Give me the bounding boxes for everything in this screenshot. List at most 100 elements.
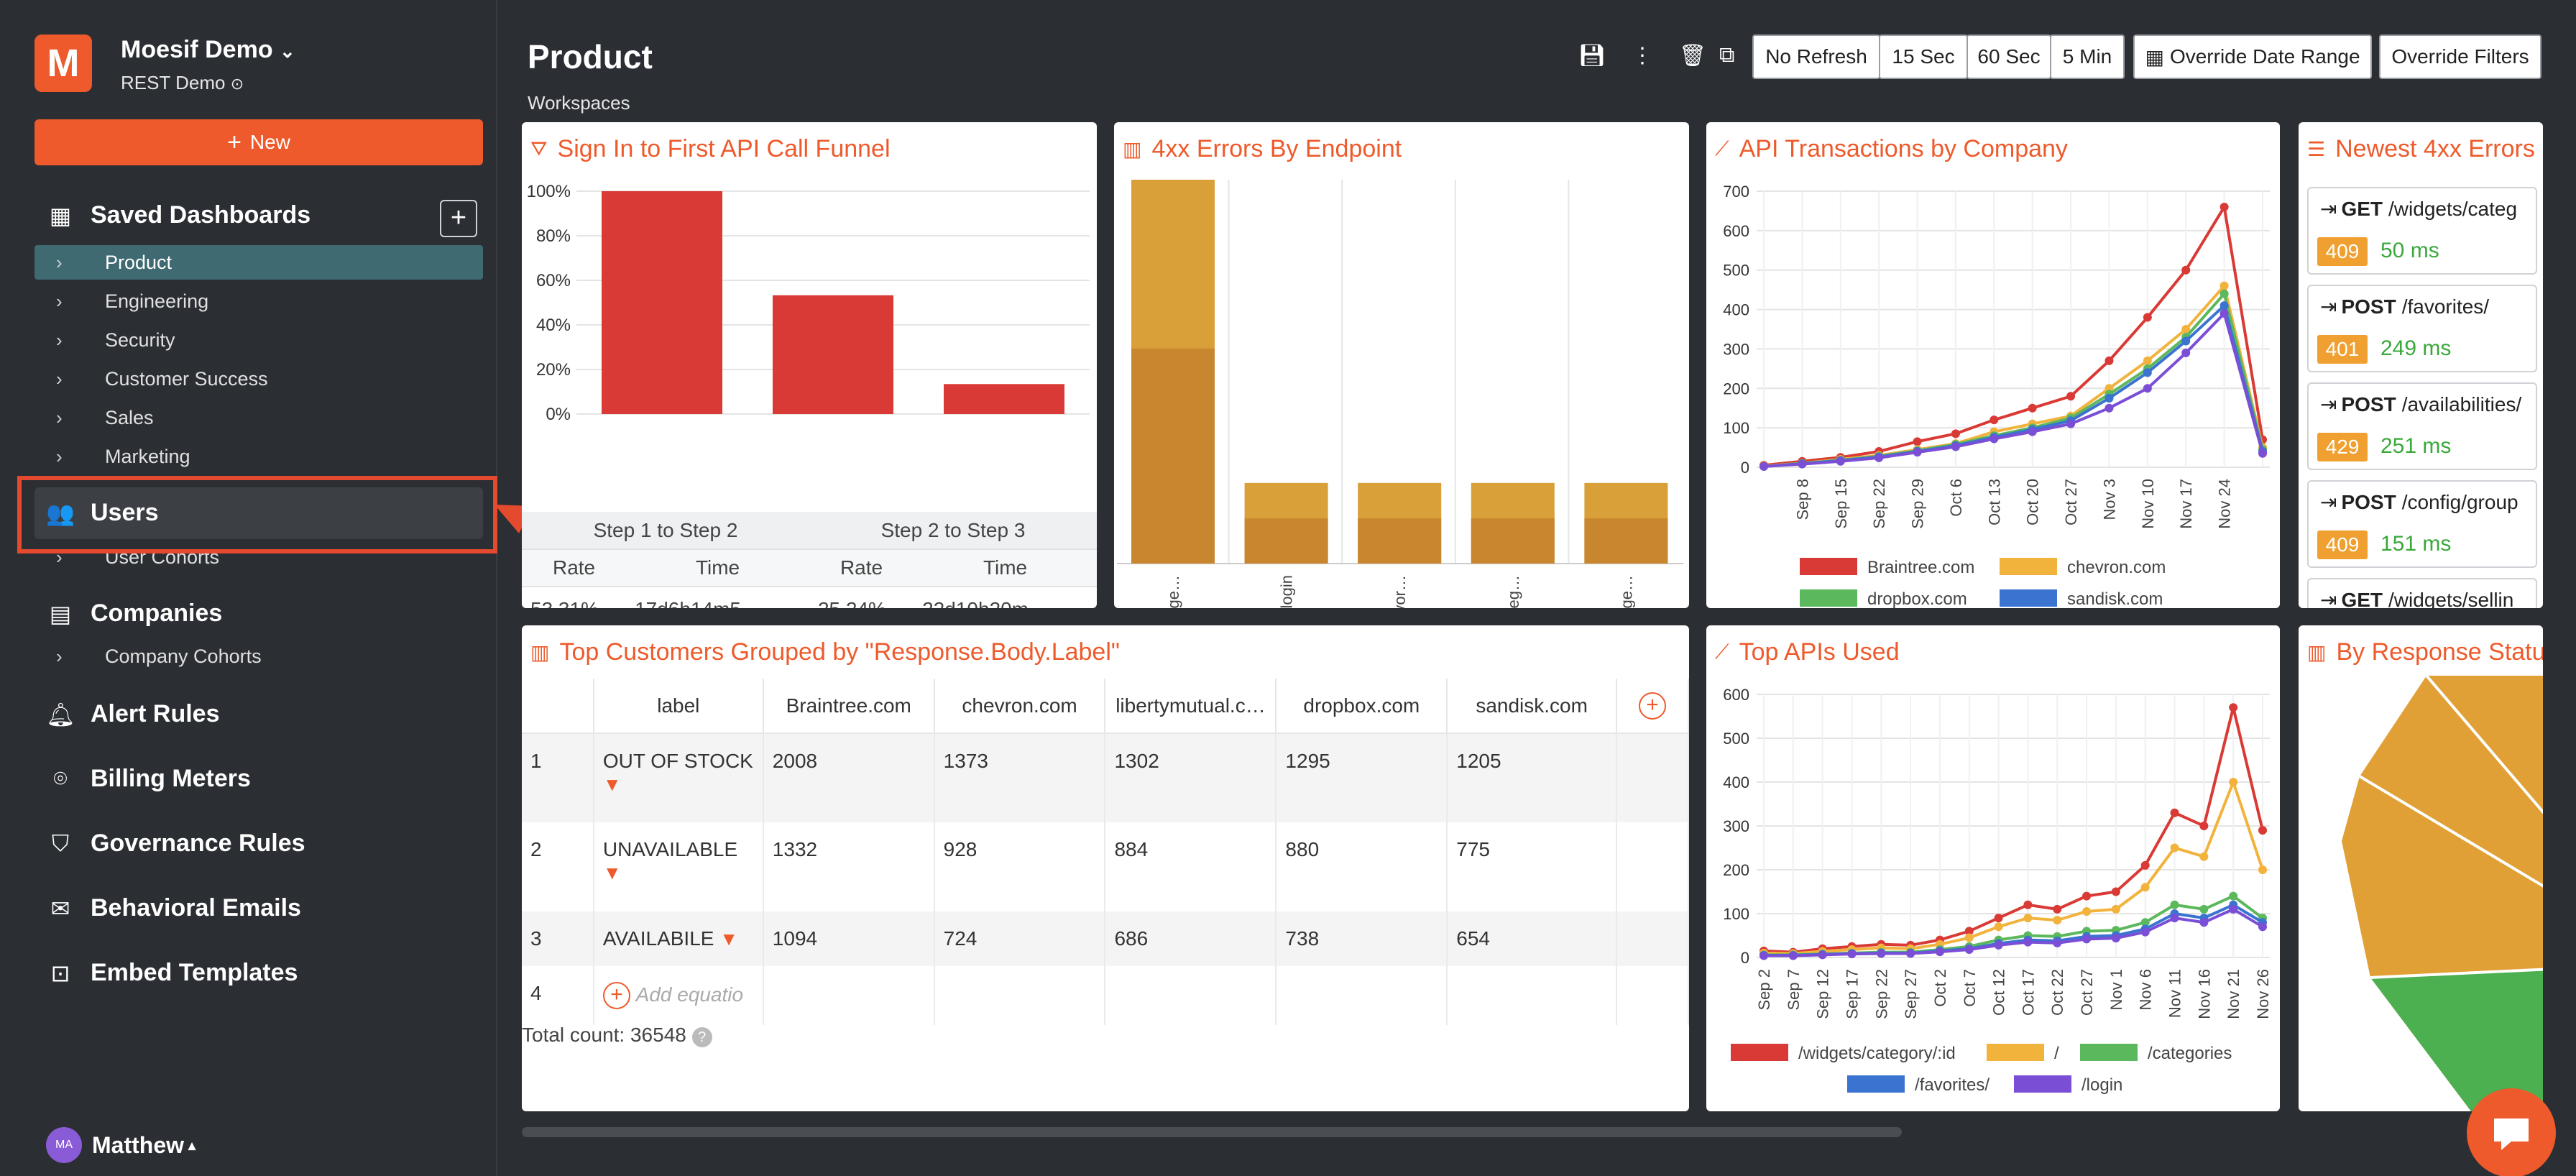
sidebar-item-behavioral-emails[interactable]: ✉ Behavioral Emails (46, 894, 301, 922)
override-date-range-button[interactable]: ▦ Override Date Range (2133, 35, 2372, 79)
response-status-card: ▥ By Response Status (2299, 625, 2543, 1111)
column-header[interactable]: Braintree.com (763, 679, 935, 734)
line-chart-icon: ⟋ (1715, 137, 1729, 160)
filter-icon[interactable]: ▼ (719, 928, 738, 950)
x-tick-label: /categ… (1504, 575, 1522, 608)
refresh-5min-button[interactable]: 5 Min (2050, 35, 2125, 79)
refresh-60-button[interactable]: 60 Sec (1966, 35, 2051, 79)
column-header[interactable]: sandisk.com (1447, 679, 1618, 734)
horizontal-scrollbar[interactable] (522, 1127, 1902, 1137)
table-cell (763, 966, 935, 1025)
api-transactions-title[interactable]: ⟋ API Transactions by Company (1715, 135, 2068, 163)
x-tick-label: Nov 3 (2100, 479, 2118, 520)
sidebar-item-marketing[interactable]: › Marketing (34, 439, 483, 474)
sidebar-item-security[interactable]: › Security (34, 323, 483, 357)
more-vertical-icon[interactable]: ⋮ (1632, 44, 1653, 68)
top-apis-card: ⟋ Top APIs Used 600 500 400 300 200 100 0 Sep 2 S… (1706, 625, 2280, 1111)
error-method: POST (2341, 393, 2396, 415)
row-number: 4 (522, 966, 594, 1025)
filter-icon[interactable]: ▼ (602, 862, 622, 883)
response-status-title[interactable]: ▥ By Response Status (2307, 638, 2543, 666)
data-point (2028, 403, 2037, 413)
column-header[interactable]: dropbox.com (1276, 679, 1448, 734)
error-status-badge: 429 (2317, 433, 2368, 461)
top-apis-title[interactable]: ⟋ Top APIs Used (1715, 638, 1900, 666)
table-row: 4 + Add equatio (522, 966, 1689, 1025)
column-header[interactable]: libertymutual.c… (1105, 679, 1277, 734)
sidebar-item-companies[interactable]: ▤ Companies (46, 600, 222, 628)
error-item[interactable]: ⇥ GET/widgets/categ 409 50 ms (2307, 187, 2537, 275)
data-point (2220, 202, 2229, 211)
series-line (1763, 282, 2264, 468)
governance-rules-label: Governance Rules (91, 830, 305, 857)
column-header[interactable]: chevron.com (934, 679, 1106, 734)
api-transactions-chart: 700 600 500 400 300 200 100 0 Sep 8 Sep 15 Sep 22 S… (1723, 183, 2270, 608)
breadcrumb[interactable]: Workspaces (528, 92, 630, 114)
logo-glyph: M (47, 42, 80, 85)
saved-dashboards-header[interactable]: ▦ Saved Dashboards (46, 201, 310, 229)
add-equation-cell[interactable]: + Add equatio (593, 966, 764, 1025)
sidebar-item-product[interactable]: › Product (34, 245, 483, 280)
error-duration: 249 ms (2380, 336, 2452, 360)
error-item[interactable]: ⇥ POST/favorites/ 401 249 ms (2307, 285, 2537, 372)
exit-icon: ⇥ (2320, 295, 2337, 318)
error-bar-segment (1471, 518, 1555, 564)
legend-label: /favorites/ (1915, 1075, 1990, 1095)
plus-icon: + (227, 128, 242, 156)
data-point (2111, 887, 2120, 896)
user-menu[interactable]: MA Matthew ▴ (46, 1127, 196, 1163)
data-point (1847, 950, 1857, 959)
sidebar-item-users[interactable]: 👥 Users (46, 499, 159, 527)
data-point (2229, 891, 2238, 901)
help-icon[interactable]: ? (691, 1027, 712, 1047)
data-point (2199, 822, 2209, 830)
users-label: Users (91, 499, 159, 526)
series-line (1763, 311, 2264, 468)
column-header[interactable]: label (593, 679, 764, 734)
sidebar-item-billing-meters[interactable]: ⌾ Billing Meters (46, 765, 251, 793)
table-cell: 654 (1447, 911, 1618, 966)
override-filters-button[interactable]: Override Filters (2379, 35, 2542, 79)
moesif-logo[interactable]: M (34, 35, 92, 92)
legend-label: /login (2082, 1075, 2122, 1095)
error-item[interactable]: ⇥ POST/config/group 409 151 ms (2307, 480, 2537, 568)
save-icon[interactable]: 💾︎ (1578, 44, 1606, 68)
top-customers-table: label Braintree.com chevron.com libertym… (522, 679, 1689, 1025)
top-customers-title[interactable]: ▥ Top Customers Grouped by "Response.Body… (530, 638, 1120, 666)
y-tick-label: 100 (1723, 905, 1749, 923)
new-button[interactable]: + New (34, 119, 483, 165)
x-tick-label: Sep 8 (1793, 479, 1811, 520)
y-tick-label: 20% (536, 360, 571, 380)
funnel-title[interactable]: ⛛ Sign In to First API Call Funnel (530, 135, 891, 163)
add-column-button[interactable]: + (1616, 679, 1689, 734)
sidebar-item-sales[interactable]: › Sales (34, 400, 483, 435)
org-switcher[interactable]: Moesif Demo ⌄ (121, 36, 295, 64)
top-customers-card: ▥ Top Customers Grouped by "Response.Body… (522, 625, 1689, 1111)
bar-chart-icon: ▥ (2307, 641, 2327, 663)
sidebar-item-engineering[interactable]: › Engineering (34, 284, 483, 318)
newest-errors-title[interactable]: ☰ Newest 4xx Errors (2307, 135, 2535, 163)
data-point (2053, 938, 2062, 947)
trash-icon[interactable]: 🗑︎ (1679, 44, 1707, 68)
copy-icon[interactable]: ⧉ (1719, 43, 1735, 67)
refresh-15-button[interactable]: 15 Sec (1879, 35, 1968, 79)
sidebar-item-customer-success[interactable]: › Customer Success (34, 362, 483, 396)
sidebar-item-company-cohorts[interactable]: › Company Cohorts (34, 639, 483, 674)
error-method: GET (2341, 589, 2383, 608)
sidebar-item-governance-rules[interactable]: ⛉ Governance Rules (46, 830, 305, 858)
chat-button[interactable] (2467, 1088, 2556, 1176)
chevron-right-icon: › (56, 251, 63, 273)
errors-endpoint-title[interactable]: ▥ 4xx Errors By Endpoint (1123, 135, 1402, 163)
data-point (2111, 934, 2120, 943)
error-item[interactable]: ⇥ POST/availabilities/ 429 251 ms (2307, 382, 2537, 470)
refresh-none-button[interactable]: No Refresh (1752, 35, 1880, 79)
add-dashboard-button[interactable]: + (440, 200, 477, 237)
sidebar-item-embed-templates[interactable]: ⊡ Embed Templates (46, 959, 298, 987)
series-line (1764, 894, 2264, 957)
error-item[interactable]: ⇥ GET/widgets/sellin (2307, 578, 2537, 608)
app-switcher[interactable]: REST Demo ⊙ (121, 72, 244, 94)
filter-icon[interactable]: ▼ (602, 773, 622, 795)
x-tick-label: Oct 17 (2019, 969, 2037, 1016)
legend-swatch (1731, 1044, 1788, 1061)
sidebar-item-alert-rules[interactable]: 🔔︎ Alert Rules (46, 700, 220, 728)
